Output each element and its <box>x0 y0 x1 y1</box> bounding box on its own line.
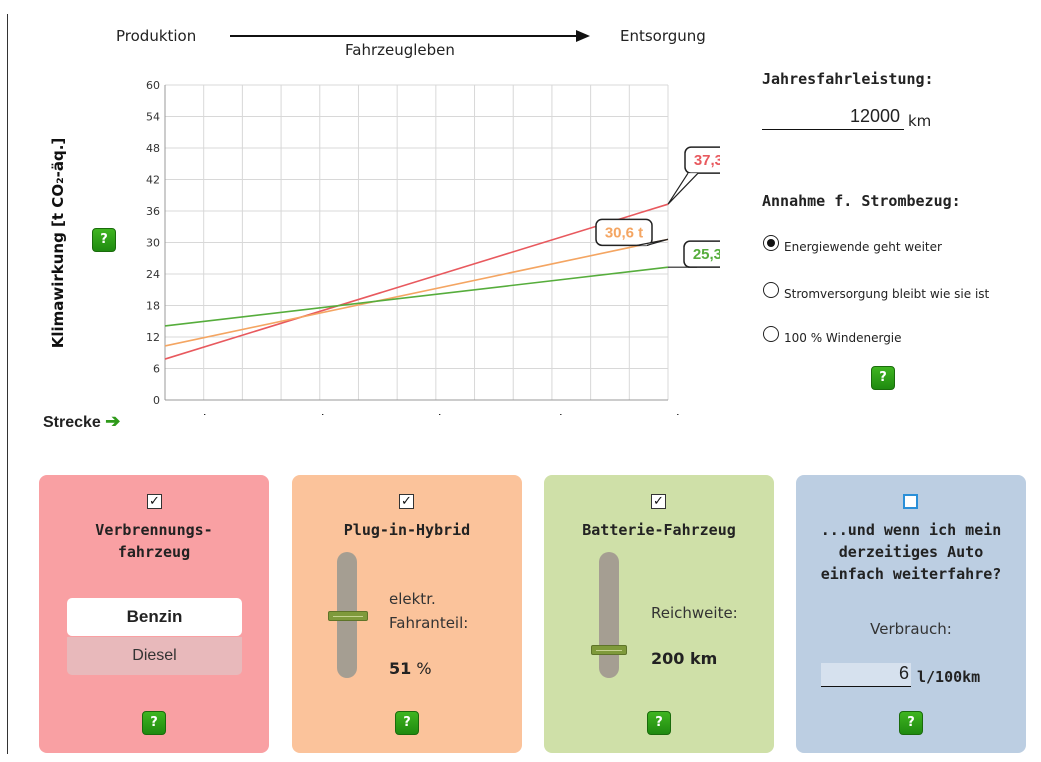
verbrenner-title-line2: fahrzeug <box>117 543 191 561</box>
help-button-batterie[interactable]: ? <box>647 711 671 735</box>
option-stromversorgung-label: Stromversorgung bleibt wie sie ist <box>784 287 990 301</box>
help-button-bestand[interactable]: ? <box>899 711 923 735</box>
hybrid-slider-thumb[interactable] <box>328 611 368 621</box>
help-button-hybrid[interactable]: ? <box>395 711 419 735</box>
batterie-slider-label: Reichweite: <box>651 604 738 622</box>
hybrid-value: 51 % <box>389 659 432 678</box>
batterie-title: Batterie-Fahrzeug <box>582 521 736 539</box>
checkbox-verbrenner[interactable]: ✓ <box>147 494 162 509</box>
value-callout-box <box>683 240 720 268</box>
checkbox-batterie[interactable]: ✓ <box>651 494 666 509</box>
x-axis-label: Strecke ➔ <box>43 411 120 432</box>
help-button-chart[interactable]: ? <box>92 228 116 252</box>
lifecycle-arrow <box>230 35 578 37</box>
y-tick-label: 42 <box>146 174 160 187</box>
help-button-strom[interactable]: ? <box>871 366 895 390</box>
hybrid-title: Plug-in-Hybrid <box>343 521 471 539</box>
help-button-verbrenner[interactable]: ? <box>142 711 166 735</box>
option-energiewende-label: Energiewende geht weiter <box>784 240 942 254</box>
y-tick-label: 6 <box>153 363 160 376</box>
emissions-chart: 0 6 12 18 24 30 36 42 48 54 60 12000 km 48000 km 8400… <box>146 79 720 415</box>
verbrenner-title: Verbrennungs- fahrzeug <box>39 519 269 563</box>
batterie-value: 200 km <box>651 649 718 668</box>
series-line <box>164 238 669 347</box>
lifecycle-arrow-head <box>576 30 590 42</box>
jahresfahrleistung-input[interactable]: 12000 <box>762 106 904 130</box>
value-callout-box <box>684 146 720 174</box>
left-divider-line <box>7 14 8 754</box>
label-produktion: Produktion <box>116 27 197 45</box>
card-batterie-fahrzeug: ✓ Batterie-Fahrzeug Reichweite: 200 km ? <box>544 475 774 753</box>
fuel-option-diesel[interactable]: Diesel <box>67 637 242 675</box>
green-arrow-icon: ➔ <box>105 411 121 431</box>
y-tick-label: 12 <box>146 331 160 344</box>
jahresfahrleistung-label: Jahresfahrleistung: <box>762 70 934 88</box>
y-tick-label: 60 <box>146 79 160 92</box>
hybrid-slider-label-line1: elektr. <box>389 590 436 608</box>
hybrid-slider-label: elektr. Fahranteil: <box>389 587 468 635</box>
value-callout-pointer <box>636 238 669 246</box>
x-tick-label: 12000 km <box>157 412 223 415</box>
option-windenergie-label: 100 % Windenergie <box>784 331 902 345</box>
radio-windenergie[interactable] <box>763 326 779 342</box>
bestand-title: ...und wenn ich mein derzeitiges Auto ei… <box>796 519 1026 585</box>
hybrid-slider-label-line2: Fahranteil: <box>389 614 469 632</box>
verbrauch-input[interactable]: 6 <box>821 663 911 687</box>
x-tick-label: 48000 km <box>275 412 341 415</box>
batterie-slider-track[interactable] <box>599 552 619 678</box>
hybrid-value-number: 51 <box>389 659 412 678</box>
card-verbrennungsfahrzeug: ✓ Verbrennungs- fahrzeug Benzin Diesel ? <box>39 475 269 753</box>
label-entsorgung: Entsorgung <box>620 27 706 45</box>
checkbox-hybrid[interactable]: ✓ <box>399 494 414 509</box>
fuel-option-benzin[interactable]: Benzin <box>67 598 242 636</box>
jahresfahrleistung-value: 12000 <box>849 106 900 126</box>
card-derzeitiges-auto: ...und wenn ich mein derzeitiges Auto ei… <box>796 475 1026 753</box>
radio-stromversorgung[interactable] <box>763 282 779 298</box>
bestand-title-line2: derzeitiges Auto <box>838 543 984 561</box>
bestand-title-line3: einfach weiterfahre? <box>820 565 1002 583</box>
label-fahrzeugleben: Fahrzeugleben <box>345 41 455 59</box>
value-callout-label: 37,3 t <box>694 152 720 169</box>
value-callout-pointer <box>667 172 699 205</box>
series-line <box>164 203 669 360</box>
value-callout-label: 30,6 t <box>605 224 643 241</box>
y-tick-label: 18 <box>146 300 160 313</box>
bestand-title-line1: ...und wenn ich mein <box>820 521 1002 539</box>
y-tick-label: 24 <box>146 268 160 281</box>
card-plug-in-hybrid: ✓ Plug-in-Hybrid elektr. Fahranteil: 51 … <box>292 475 522 753</box>
y-tick-label: 30 <box>146 237 160 250</box>
jahresfahrleistung-unit: km <box>908 112 932 130</box>
verbrenner-title-line1: Verbrennungs- <box>95 521 213 539</box>
value-callout-label: 25,3 t <box>693 246 720 263</box>
series-line <box>164 266 669 327</box>
hybrid-value-unit: % <box>416 659 432 678</box>
verbrauch-value: 6 <box>898 663 909 683</box>
y-tick-label: 0 <box>153 394 160 407</box>
value-callout-box <box>595 218 653 247</box>
x-tick-label: 156000 km <box>622 412 696 415</box>
y-tick-label: 54 <box>146 111 160 124</box>
checkbox-bestand[interactable] <box>903 494 918 509</box>
batterie-slider-thumb[interactable] <box>591 645 627 655</box>
strombezug-label: Annahme f. Strombezug: <box>762 192 961 210</box>
verbrauch-label: Verbrauch: <box>870 620 952 638</box>
y-tick-label: 36 <box>146 205 160 218</box>
x-axis-label-text: Strecke <box>43 414 101 431</box>
x-tick-label: 84000 km <box>392 412 458 415</box>
x-tick-label: 120000 km <box>505 412 579 415</box>
y-tick-label: 48 <box>146 142 160 155</box>
verbrauch-unit: l/100km <box>917 668 981 686</box>
y-axis-label: Klimawirkung [t CO₂-äq.] <box>49 137 67 349</box>
radio-energiewende[interactable] <box>763 235 779 251</box>
